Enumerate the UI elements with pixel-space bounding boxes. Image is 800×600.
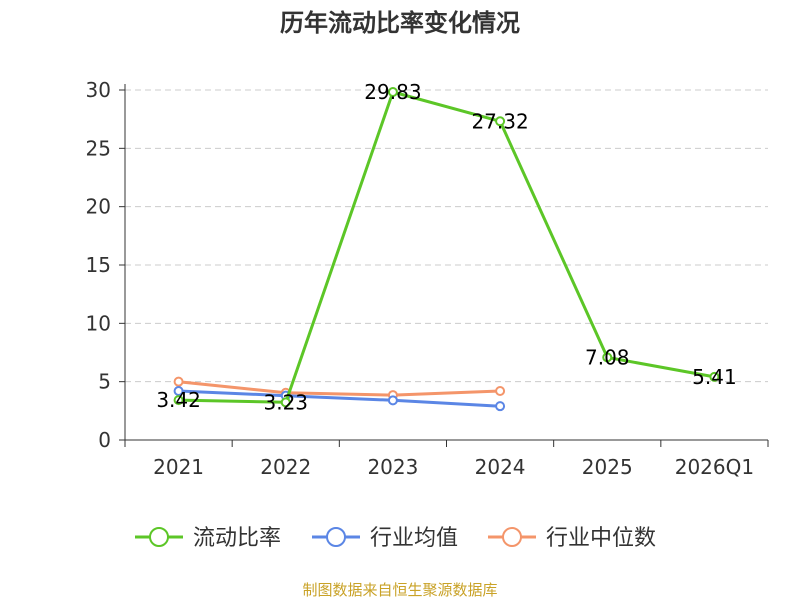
- legend-label: 行业均值: [370, 526, 458, 551]
- data-point: [387, 395, 398, 406]
- data-labels: 3.42 3.23 29.83 27.32 7.08 5.41: [156, 80, 736, 414]
- data-label: 7.08: [585, 345, 630, 369]
- y-tick-label: 0: [98, 428, 111, 452]
- series-1: [173, 86, 720, 408]
- data-label: 3.42: [156, 388, 201, 412]
- data-point: [173, 386, 184, 396]
- x-tick-label: 2026Q1: [675, 455, 754, 479]
- legend-item-1[interactable]: 流动比率: [135, 526, 281, 551]
- legend[interactable]: 流动比率 行业均值 行业中位数: [135, 526, 656, 551]
- series-line: [178, 389, 501, 408]
- chart-title: 历年流动比率变化情况: [280, 9, 520, 37]
- data-point: [173, 376, 184, 387]
- gridlines: [125, 89, 768, 383]
- legend-marker: [326, 527, 346, 547]
- y-tick-label: 15: [86, 253, 111, 277]
- legend-item-3[interactable]: 行业中位数: [488, 526, 656, 551]
- legend-marker: [502, 527, 522, 547]
- source-note: 制图数据来自恒生聚源数据库: [302, 581, 497, 599]
- data-point: [709, 371, 720, 382]
- y-tick-label: 10: [86, 311, 111, 335]
- data-label: 29.83: [364, 80, 421, 104]
- data-point: [495, 386, 506, 396]
- data-point: [495, 401, 506, 412]
- legend-item-2[interactable]: 行业均值: [312, 526, 458, 551]
- series-group: [173, 86, 720, 412]
- legend-label: 行业中位数: [546, 526, 656, 551]
- x-tick-label: 2021: [153, 455, 204, 479]
- x-tick-label: 2024: [475, 455, 526, 479]
- series-line: [178, 90, 715, 404]
- data-label: 3.23: [263, 390, 308, 414]
- y-tick-label: 20: [86, 195, 111, 219]
- x-tick-label: 2022: [260, 455, 311, 479]
- data-label: 27.32: [471, 109, 528, 133]
- data-point: [602, 352, 613, 363]
- x-tick-label: 2023: [367, 455, 418, 479]
- y-tick-label: 30: [86, 78, 111, 102]
- legend-marker: [149, 527, 169, 547]
- series-2: [173, 386, 506, 412]
- series-line: [178, 380, 501, 397]
- data-point: [387, 86, 398, 97]
- legend-label: 流动比率: [193, 526, 281, 551]
- y-tick-label: 5: [98, 370, 111, 394]
- data-label: 5.41: [692, 365, 737, 389]
- data-point: [280, 397, 291, 408]
- y-tick-label: 25: [86, 136, 111, 160]
- data-point: [495, 116, 506, 127]
- series-3: [173, 376, 506, 401]
- x-tick-label: 2025: [582, 455, 633, 479]
- data-point: [173, 395, 184, 406]
